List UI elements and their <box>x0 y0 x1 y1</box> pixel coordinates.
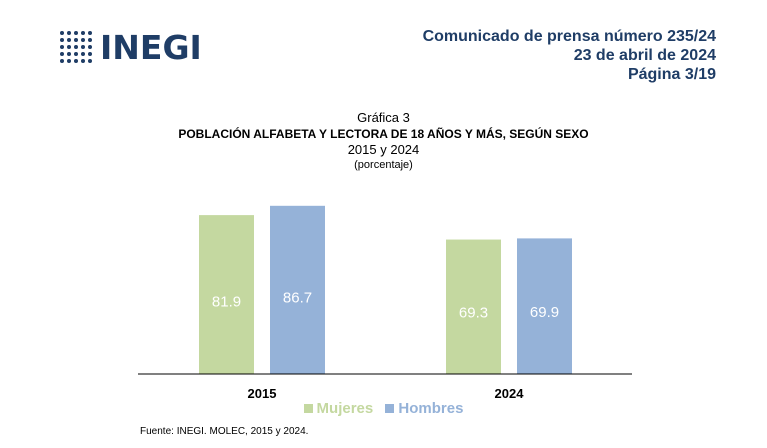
chart-title: POBLACIÓN ALFABETA Y LECTORA DE 18 AÑOS … <box>178 127 589 141</box>
legend-swatch-mujeres <box>303 404 313 413</box>
bar-mujeres-2024 <box>446 239 501 374</box>
chart-unit: (porcentaje) <box>354 159 413 171</box>
bar-hombres-2015 <box>270 205 325 374</box>
page-number: Página 3/19 <box>627 66 716 83</box>
source-label: Fuente: <box>140 426 174 437</box>
logo-dots-icon <box>60 31 94 65</box>
chart-subtitle: 2015 y 2024 <box>347 142 420 157</box>
press-release-number: Comunicado de prensa número 235/24 <box>422 28 716 45</box>
x-tick-label-2024: 2024 <box>495 386 525 401</box>
legend-label-mujeres: Mujeres <box>316 400 374 417</box>
bar-mujeres-2015 <box>199 215 254 374</box>
legend-swatch-hombres <box>385 404 395 413</box>
value-label-hombres-2015: 86.7 <box>283 289 312 306</box>
source-text: INEGI. MOLEC, 2015 y 2024. <box>176 426 309 437</box>
press-release-header: Comunicado de prensa número 235/24 23 de… <box>423 27 716 84</box>
inegi-logo: INEGI <box>60 30 202 66</box>
chart-titles: Gráfica 3 POBLACIÓN ALFABETA Y LECTORA D… <box>0 110 767 172</box>
bar-hombres-2024 <box>517 238 572 374</box>
logo-text: INEGI <box>100 28 202 67</box>
legend-item-mujeres: Mujeres <box>303 400 374 417</box>
legend-label-hombres: Hombres <box>398 400 464 417</box>
chart-legend: Mujeres Hombres <box>0 400 767 417</box>
value-label-hombres-2024: 69.9 <box>530 304 559 321</box>
chart-source: Fuente: INEGI. MOLEC, 2015 y 2024. <box>140 426 308 437</box>
value-label-mujeres-2015: 81.9 <box>212 293 241 310</box>
legend-item-hombres: Hombres <box>385 400 463 417</box>
value-label-mujeres-2024: 69.3 <box>459 304 488 321</box>
x-tick-label-2015: 2015 <box>248 386 277 401</box>
press-release-date: 23 de abril de 2024 <box>573 47 716 64</box>
chart-caption: Gráfica 3 <box>357 110 410 125</box>
